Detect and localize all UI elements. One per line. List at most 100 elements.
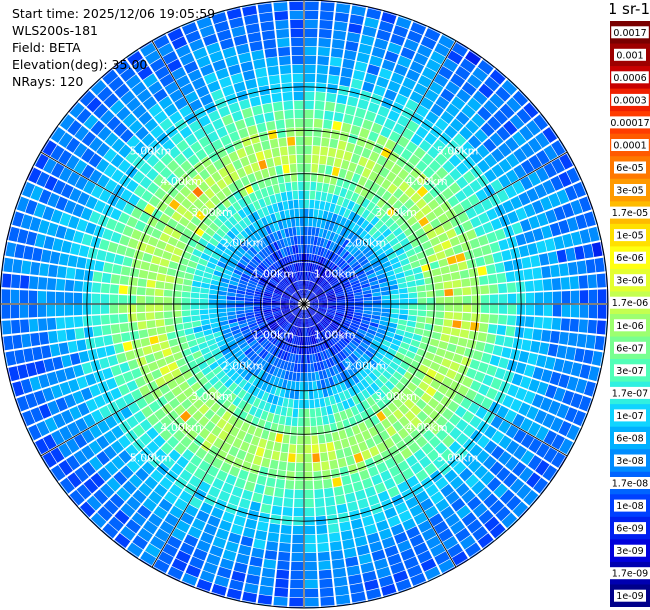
data-cell bbox=[157, 333, 168, 343]
data-cell bbox=[326, 211, 334, 222]
data-cell bbox=[312, 462, 321, 472]
data-cell bbox=[334, 354, 342, 364]
data-cell bbox=[316, 276, 322, 284]
data-cell bbox=[575, 214, 588, 230]
data-cell bbox=[260, 187, 269, 198]
data-cell bbox=[292, 307, 300, 314]
data-cell bbox=[109, 304, 119, 314]
data-cell bbox=[239, 279, 248, 286]
data-cell bbox=[416, 410, 429, 422]
data-cell bbox=[202, 216, 213, 227]
data-cell bbox=[293, 399, 299, 409]
data-cell bbox=[374, 38, 389, 50]
data-cell bbox=[89, 211, 101, 224]
data-cell bbox=[330, 550, 344, 560]
data-cell bbox=[288, 353, 294, 363]
data-cell bbox=[145, 287, 155, 296]
data-cell bbox=[406, 475, 420, 488]
data-cell bbox=[426, 535, 441, 549]
data-cell bbox=[410, 179, 422, 192]
data-cell bbox=[126, 549, 139, 559]
data-cell bbox=[222, 388, 232, 399]
data-cell bbox=[262, 260, 270, 268]
data-cell bbox=[457, 211, 469, 224]
data-cell bbox=[404, 422, 416, 434]
data-cell bbox=[304, 262, 307, 272]
data-cell bbox=[440, 265, 451, 275]
data-cell bbox=[397, 392, 409, 403]
data-cell bbox=[387, 195, 398, 206]
data-cell bbox=[119, 465, 134, 480]
data-cell bbox=[424, 89, 439, 103]
data-cell bbox=[253, 58, 266, 70]
data-cell bbox=[354, 298, 364, 302]
data-cell bbox=[242, 205, 252, 216]
data-cell bbox=[408, 345, 419, 354]
data-cell bbox=[191, 315, 201, 322]
data-cell bbox=[189, 345, 200, 354]
data-cell bbox=[127, 313, 137, 322]
data-cell bbox=[160, 442, 174, 455]
data-cell bbox=[258, 438, 268, 449]
data-cell bbox=[322, 369, 328, 379]
data-cell bbox=[105, 252, 116, 263]
data-cell bbox=[81, 233, 93, 246]
data-cell bbox=[266, 343, 274, 352]
data-cell bbox=[192, 186, 204, 198]
data-cell bbox=[422, 429, 435, 442]
data-cell bbox=[319, 578, 333, 588]
data-cell bbox=[323, 329, 330, 338]
data-cell bbox=[529, 495, 540, 507]
data-cell bbox=[333, 157, 343, 168]
data-cell bbox=[516, 484, 532, 500]
data-cell bbox=[96, 158, 110, 173]
data-cell bbox=[399, 298, 409, 304]
data-cell bbox=[317, 209, 324, 219]
data-cell bbox=[417, 310, 427, 317]
data-cell bbox=[122, 256, 133, 267]
data-cell bbox=[176, 392, 188, 404]
data-cell bbox=[163, 289, 173, 297]
data-cell bbox=[487, 116, 502, 131]
data-cell bbox=[114, 221, 126, 234]
data-cell bbox=[304, 64, 316, 74]
data-cell bbox=[153, 160, 166, 174]
data-cell bbox=[252, 200, 261, 211]
data-cell bbox=[291, 254, 296, 264]
data-cell bbox=[324, 201, 331, 212]
data-cell bbox=[110, 364, 122, 377]
data-cell bbox=[36, 420, 50, 437]
data-cell bbox=[426, 290, 436, 298]
data-cell bbox=[339, 248, 347, 258]
data-cell bbox=[324, 349, 331, 359]
data-cell bbox=[249, 234, 258, 244]
data-cell bbox=[262, 305, 272, 309]
data-cell bbox=[273, 221, 280, 232]
data-cell bbox=[295, 471, 304, 481]
data-cell bbox=[190, 141, 203, 154]
data-cell bbox=[267, 66, 280, 76]
data-cell bbox=[240, 243, 249, 252]
data-cell bbox=[504, 409, 517, 423]
data-cell bbox=[367, 346, 377, 355]
data-cell bbox=[281, 219, 288, 229]
data-cell bbox=[249, 96, 261, 107]
data-cell bbox=[381, 312, 390, 318]
data-cell bbox=[288, 398, 294, 408]
data-cell bbox=[334, 343, 342, 352]
data-cell bbox=[376, 209, 386, 220]
data-cell bbox=[404, 410, 416, 422]
data-cell bbox=[528, 438, 543, 454]
data-cell bbox=[438, 559, 455, 573]
data-cell bbox=[171, 36, 188, 50]
data-cell bbox=[273, 442, 282, 452]
data-cell bbox=[277, 470, 286, 480]
data-cell bbox=[462, 410, 475, 423]
data-cell bbox=[566, 217, 579, 232]
data-cell bbox=[366, 588, 382, 600]
data-cell bbox=[186, 376, 197, 387]
data-cell bbox=[481, 397, 493, 410]
data-cell bbox=[332, 233, 339, 243]
data-cell bbox=[368, 358, 378, 368]
data-cell bbox=[118, 313, 128, 323]
